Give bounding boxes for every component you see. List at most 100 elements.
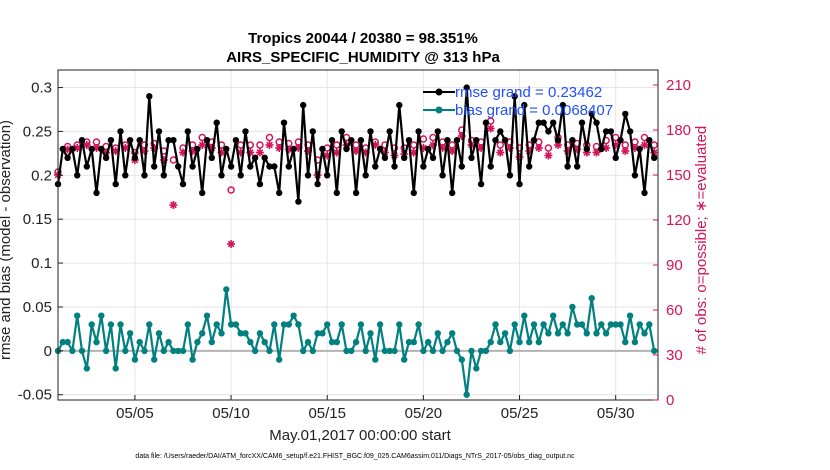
obs-possible-point <box>256 141 264 149</box>
axis-ticks: 05/05 05/10 05/15 05/20 05/25 05/30 -0.05 0 0.05… <box>18 77 691 422</box>
rmse-point <box>314 180 321 188</box>
bias-point <box>444 338 451 346</box>
bias-point <box>463 391 470 398</box>
rmse-point <box>343 145 350 153</box>
rmse-point <box>578 119 586 126</box>
bias-point <box>357 321 365 328</box>
bias-point <box>189 356 196 363</box>
rmse-point <box>396 101 403 109</box>
bias-point <box>160 347 167 355</box>
bias-point <box>501 330 509 337</box>
rmse-point <box>319 145 326 153</box>
bias-point <box>492 321 499 328</box>
x-tick-label: 05/30 <box>597 405 635 422</box>
rmse-point <box>386 128 393 135</box>
rmse-point <box>598 145 605 153</box>
bias-point <box>203 312 211 319</box>
y-right-tick-label: 210 <box>666 77 691 94</box>
rmse-series <box>54 84 658 205</box>
rmse-point <box>328 137 336 144</box>
obs-evaluated-point <box>352 147 361 155</box>
rmse-point <box>251 154 259 161</box>
rmse-point <box>410 189 417 197</box>
rmse-point <box>199 189 206 197</box>
rmse-point <box>357 137 365 144</box>
rmse-point <box>247 163 254 170</box>
rmse-point <box>300 101 307 109</box>
rmse-point <box>602 128 610 135</box>
bias-point <box>102 347 110 355</box>
rmse-point <box>626 128 634 135</box>
y-left-tick-label: 0.05 <box>23 299 52 316</box>
bias-point <box>449 330 456 337</box>
bias-point <box>179 347 187 355</box>
rmse-point <box>521 101 528 109</box>
rmse-point <box>295 198 302 205</box>
bias-point <box>554 330 562 337</box>
bias-point <box>641 330 648 337</box>
bias-point <box>636 321 643 328</box>
bias-point <box>266 347 273 355</box>
bias-point <box>314 330 321 337</box>
bias-point <box>521 312 528 319</box>
bias-point <box>622 338 629 346</box>
rmse-point <box>74 172 81 179</box>
obs-evaluated-point <box>621 147 630 155</box>
obs-evaluated-point <box>496 148 505 157</box>
rmse-point <box>439 172 446 179</box>
bias-point <box>477 347 485 355</box>
obs-evaluated-point <box>640 141 649 149</box>
rmse-point <box>266 163 273 170</box>
bias-point <box>194 338 201 346</box>
bias-point <box>631 338 639 346</box>
rmse-point <box>463 84 470 91</box>
bias-point <box>593 330 600 337</box>
rmse-point <box>362 172 369 179</box>
rmse-point <box>112 180 119 188</box>
rmse-point <box>434 128 441 135</box>
rmse-point <box>352 189 360 197</box>
bias-point <box>88 321 95 328</box>
bias-point <box>386 347 393 355</box>
rmse-point <box>333 189 340 197</box>
rmse-point <box>276 189 283 197</box>
bias-point <box>309 347 316 355</box>
bias-point <box>69 347 76 355</box>
bias-point <box>545 330 552 337</box>
rmse-point <box>444 137 451 144</box>
obs-evaluated-point <box>169 201 178 209</box>
bias-point <box>434 330 441 337</box>
rmse-point <box>189 163 196 170</box>
rmse-point <box>83 163 91 170</box>
bias-point <box>410 338 417 346</box>
bias-point <box>598 321 605 328</box>
bias-point <box>117 321 124 328</box>
bias-point <box>155 330 163 337</box>
x-axis-label: May.01,2017 00:00:00 start <box>269 427 451 444</box>
y-left-tick-label: 0.3 <box>31 80 52 97</box>
rmse-point <box>93 189 100 197</box>
rmse-point <box>227 163 235 170</box>
rmse-point <box>607 128 615 135</box>
rmse-point <box>146 93 153 100</box>
bias-point <box>136 338 143 346</box>
bias-point <box>381 347 389 355</box>
rmse-point <box>391 163 398 170</box>
rmse-point <box>487 163 494 170</box>
rmse-point <box>304 172 312 179</box>
bias-point <box>165 338 172 346</box>
rmse-point <box>98 145 105 153</box>
bias-point <box>184 321 191 328</box>
rmse-point <box>160 172 167 179</box>
bias-point <box>511 321 518 328</box>
rmse-point <box>583 145 590 153</box>
rmse-point <box>425 145 432 153</box>
y-left-tick-label: 0.15 <box>23 211 52 228</box>
bias-point <box>473 365 480 372</box>
bias-point <box>242 330 249 337</box>
bias-point <box>338 321 345 328</box>
obs-evaluated-point <box>486 124 495 133</box>
bias-point <box>482 347 490 355</box>
y-left-tick-label: 0.2 <box>31 167 52 184</box>
